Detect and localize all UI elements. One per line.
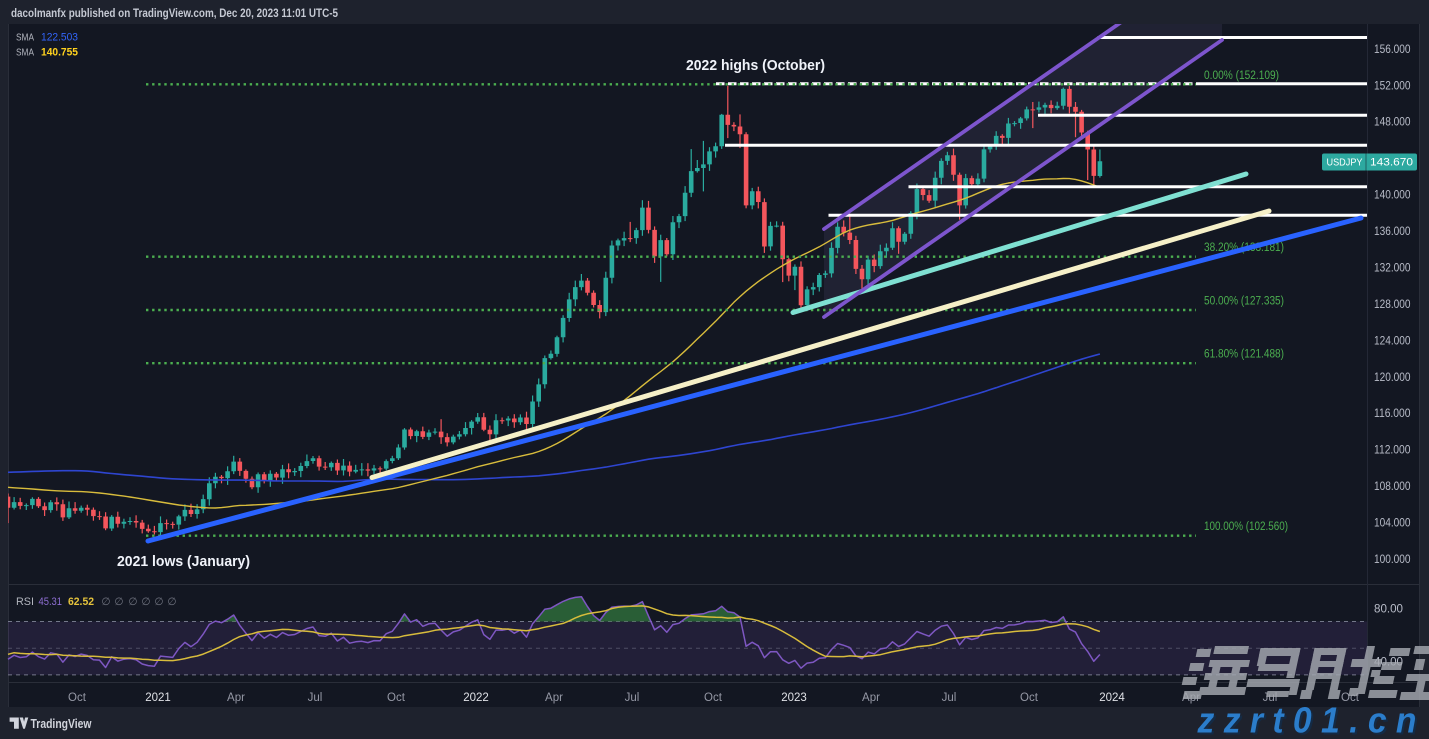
svg-text:Apr: Apr xyxy=(227,692,245,704)
svg-text:112.000: 112.000 xyxy=(1374,445,1411,457)
svg-text:152.000: 152.000 xyxy=(1374,80,1411,92)
svg-text:Jul: Jul xyxy=(308,692,323,704)
svg-text:∅: ∅ xyxy=(141,596,150,608)
svg-text:2024: 2024 xyxy=(1099,692,1125,704)
svg-text:SMA: SMA xyxy=(16,47,34,59)
svg-text:62.52: 62.52 xyxy=(68,596,94,608)
svg-text:0.00% (152.109): 0.00% (152.109) xyxy=(1204,70,1279,82)
svg-text:140.000: 140.000 xyxy=(1374,190,1411,202)
svg-text:2021: 2021 xyxy=(145,692,171,704)
svg-text:2022 highs (October): 2022 highs (October) xyxy=(686,58,825,74)
svg-text:120.000: 120.000 xyxy=(1374,372,1411,384)
svg-text:100.00% (102.560): 100.00% (102.560) xyxy=(1204,521,1288,533)
svg-text:140.755: 140.755 xyxy=(41,47,78,59)
svg-text:Apr: Apr xyxy=(545,692,563,704)
svg-text:SMA: SMA xyxy=(16,32,34,44)
svg-text:∅: ∅ xyxy=(128,596,137,608)
svg-text:156.000: 156.000 xyxy=(1374,44,1411,56)
svg-text:USDJPY: USDJPY xyxy=(1327,157,1363,169)
svg-text:61.80% (121.488): 61.80% (121.488) xyxy=(1204,349,1284,361)
svg-text:50.00% (127.335): 50.00% (127.335) xyxy=(1204,296,1284,308)
svg-text:128.000: 128.000 xyxy=(1374,299,1411,311)
svg-text:Oct: Oct xyxy=(68,692,87,704)
svg-text:104.000: 104.000 xyxy=(1374,518,1411,530)
svg-text:45.31: 45.31 xyxy=(39,596,63,608)
svg-text:Oct: Oct xyxy=(704,692,723,704)
svg-text:2023: 2023 xyxy=(781,692,807,704)
svg-text:2022: 2022 xyxy=(463,692,489,704)
svg-text:∅: ∅ xyxy=(154,596,163,608)
svg-text:z z r t 0 1 . c n: z z r t 0 1 . c n xyxy=(1199,702,1419,739)
svg-text:2021 lows (January): 2021 lows (January) xyxy=(117,554,250,570)
svg-text:∅: ∅ xyxy=(114,596,123,608)
svg-text:∅: ∅ xyxy=(101,596,110,608)
svg-text:RSI: RSI xyxy=(16,596,34,608)
svg-text:dacolmanfx published on Tradin: dacolmanfx published on TradingView.com,… xyxy=(11,6,338,20)
svg-text:124.000: 124.000 xyxy=(1374,335,1411,347)
svg-text:TradingView: TradingView xyxy=(31,716,93,731)
svg-text:Oct: Oct xyxy=(387,692,406,704)
svg-text:143.670: 143.670 xyxy=(1370,157,1413,169)
svg-text:132.000: 132.000 xyxy=(1374,263,1411,275)
svg-text:116.000: 116.000 xyxy=(1374,408,1411,420)
svg-text:z z r t 0 1 . c n: z z r t 0 1 . c n xyxy=(1197,700,1417,739)
svg-text:Oct: Oct xyxy=(1020,692,1039,704)
svg-text:Jul: Jul xyxy=(625,692,640,704)
svg-text:122.503: 122.503 xyxy=(41,32,78,44)
svg-text:108.000: 108.000 xyxy=(1374,481,1411,493)
svg-text:∅: ∅ xyxy=(167,596,176,608)
svg-text:100.000: 100.000 xyxy=(1374,554,1411,566)
svg-text:80.00: 80.00 xyxy=(1374,604,1403,616)
svg-text:Jul: Jul xyxy=(942,692,957,704)
svg-text:148.000: 148.000 xyxy=(1374,117,1411,129)
svg-text:136.000: 136.000 xyxy=(1374,226,1411,238)
svg-text:Apr: Apr xyxy=(862,692,880,704)
